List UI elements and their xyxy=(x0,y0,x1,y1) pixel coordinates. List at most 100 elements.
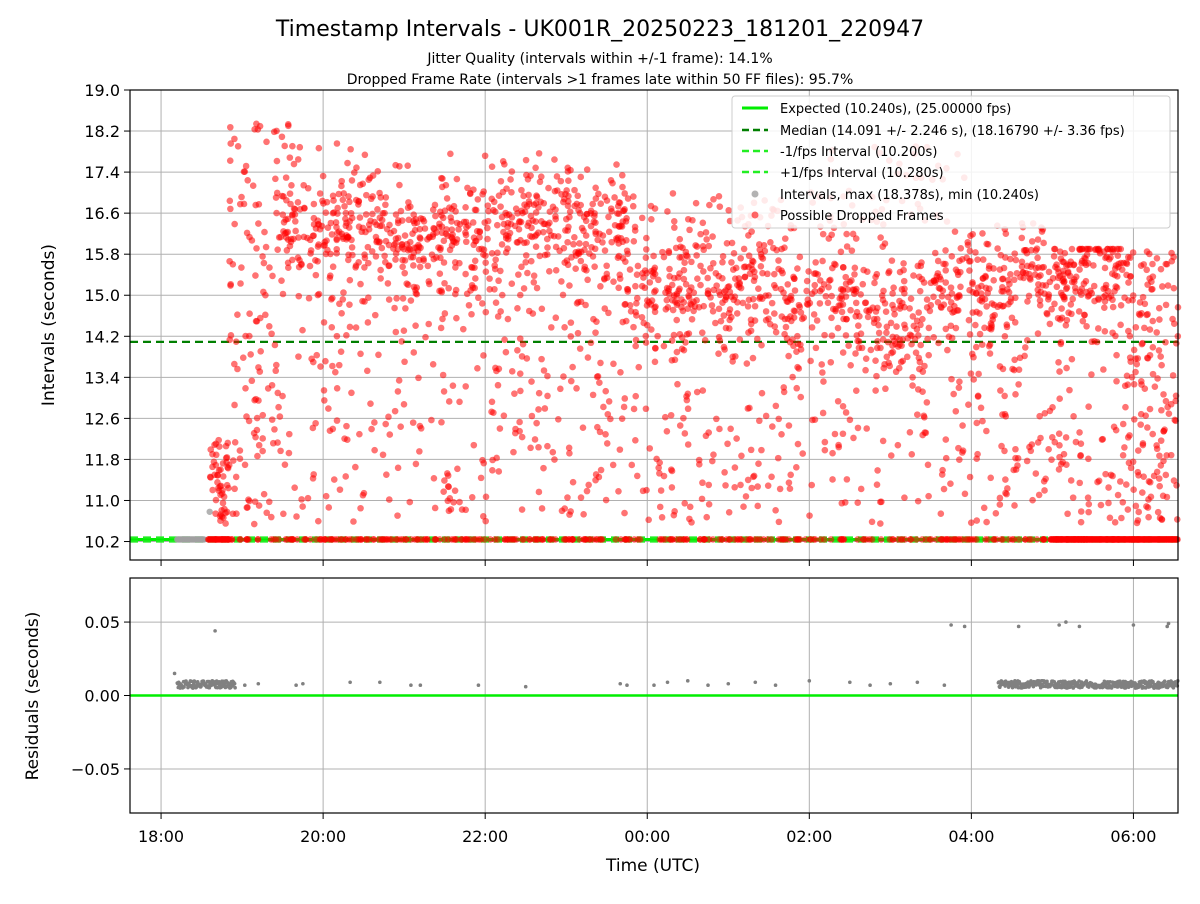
dropped-frame-point xyxy=(1038,264,1046,271)
dropped-frame-point xyxy=(883,329,890,337)
dropped-frame-point xyxy=(651,358,659,366)
dropped-frame-point xyxy=(733,310,741,317)
dropped-frame-point xyxy=(828,292,835,300)
dropped-frame-point xyxy=(348,177,356,184)
dropped-frame-point xyxy=(514,305,521,312)
dropped-frame-point xyxy=(564,238,571,246)
dropped-frame-point xyxy=(260,490,268,498)
intervals-y-tick-label: 18.2 xyxy=(84,122,120,141)
dropped-frame-point xyxy=(441,310,449,317)
dropped-frame-point xyxy=(942,325,950,333)
dropped-frame-point xyxy=(265,498,273,506)
dropped-frame-point xyxy=(621,190,629,197)
dropped-frame-point xyxy=(965,316,973,324)
dropped-frame-point xyxy=(947,284,955,291)
dropped-frame-point xyxy=(807,536,814,543)
dropped-frame-point xyxy=(970,536,978,543)
dropped-frame-point xyxy=(516,335,524,342)
dropped-frame-point xyxy=(333,223,340,231)
dropped-frame-point xyxy=(462,506,469,514)
dropped-frame-point xyxy=(540,228,547,236)
dropped-frame-point xyxy=(702,229,710,236)
dropped-frame-point xyxy=(1001,332,1009,340)
dropped-frame-point xyxy=(897,358,905,366)
dropped-frame-point xyxy=(973,419,981,427)
dropped-frame-point xyxy=(369,193,376,200)
dropped-frame-point xyxy=(420,257,427,264)
dropped-frame-point xyxy=(409,419,417,426)
dropped-frame-point xyxy=(915,354,923,362)
dropped-frame-point xyxy=(582,217,590,225)
dropped-frame-point xyxy=(628,461,636,469)
dropped-frame-point xyxy=(1147,493,1155,501)
dropped-frame-point xyxy=(298,496,305,503)
dropped-frame-point xyxy=(997,387,1004,394)
dropped-frame-point xyxy=(733,536,741,543)
dropped-frame-point xyxy=(653,455,660,463)
dropped-frame-point xyxy=(976,310,983,317)
dropped-frame-point xyxy=(781,235,789,242)
dropped-frame-point xyxy=(282,229,290,237)
dropped-frame-point xyxy=(436,536,444,543)
dropped-frame-point xyxy=(664,208,671,215)
dropped-frame-point xyxy=(290,160,298,168)
dropped-frame-point xyxy=(225,536,232,543)
dropped-frame-point xyxy=(762,412,770,420)
dropped-frame-point xyxy=(582,240,590,248)
dropped-frame-point xyxy=(385,496,393,503)
dropped-frame-point xyxy=(710,286,718,294)
residual-point xyxy=(242,683,247,688)
dropped-frame-point xyxy=(1010,366,1018,374)
dropped-frame-point xyxy=(1000,264,1008,272)
dropped-frame-point xyxy=(892,340,899,348)
dropped-frame-point xyxy=(843,476,851,483)
dropped-frame-point xyxy=(743,360,751,367)
dropped-frame-point xyxy=(767,239,774,246)
dropped-frame-point xyxy=(535,406,542,413)
dropped-frame-point xyxy=(364,319,372,326)
dropped-frame-point xyxy=(248,377,256,385)
dropped-frame-point xyxy=(961,490,969,498)
dropped-frame-point xyxy=(921,362,928,370)
dropped-frame-point xyxy=(924,461,932,469)
intervals-y-tick-label: 11.0 xyxy=(84,491,120,510)
dropped-frame-point xyxy=(883,323,891,331)
dropped-frame-point xyxy=(668,337,676,344)
dropped-frame-point xyxy=(998,442,1005,450)
dropped-frame-point xyxy=(581,536,588,543)
dropped-frame-point xyxy=(768,473,775,481)
dropped-frame-point xyxy=(843,230,850,238)
dropped-frame-point xyxy=(785,352,792,360)
dropped-frame-point xyxy=(545,267,553,275)
dropped-frame-point xyxy=(560,536,568,543)
dropped-frame-point xyxy=(516,370,524,377)
dropped-frame-point xyxy=(843,243,851,250)
dropped-frame-point xyxy=(810,311,818,318)
dropped-frame-point xyxy=(983,303,990,310)
dropped-frame-point xyxy=(356,430,363,438)
dropped-frame-point xyxy=(816,287,824,295)
dropped-frame-point xyxy=(1119,452,1127,459)
dropped-frame-point xyxy=(1024,298,1031,305)
dropped-frame-point xyxy=(532,209,540,216)
dropped-frame-point xyxy=(410,262,417,269)
dropped-frame-point xyxy=(462,383,470,390)
dropped-frame-point xyxy=(399,295,407,302)
dropped-frame-point xyxy=(1050,253,1058,260)
dropped-frame-point xyxy=(476,228,484,235)
dropped-frame-point xyxy=(669,306,677,314)
dropped-frame-point xyxy=(317,363,324,370)
dropped-frame-point xyxy=(378,222,386,230)
dropped-frame-point xyxy=(363,367,371,375)
dropped-frame-point xyxy=(259,435,267,442)
dropped-frame-point xyxy=(512,429,519,437)
dropped-frame-point xyxy=(954,271,962,279)
dropped-frame-point xyxy=(223,481,231,489)
dropped-frame-point xyxy=(299,503,306,510)
dropped-frame-point xyxy=(1146,478,1154,486)
dropped-frame-point xyxy=(671,508,678,515)
dropped-frame-point xyxy=(580,511,587,518)
dropped-frame-point xyxy=(915,273,923,281)
dropped-frame-point xyxy=(660,253,668,261)
dropped-frame-point xyxy=(497,267,504,275)
